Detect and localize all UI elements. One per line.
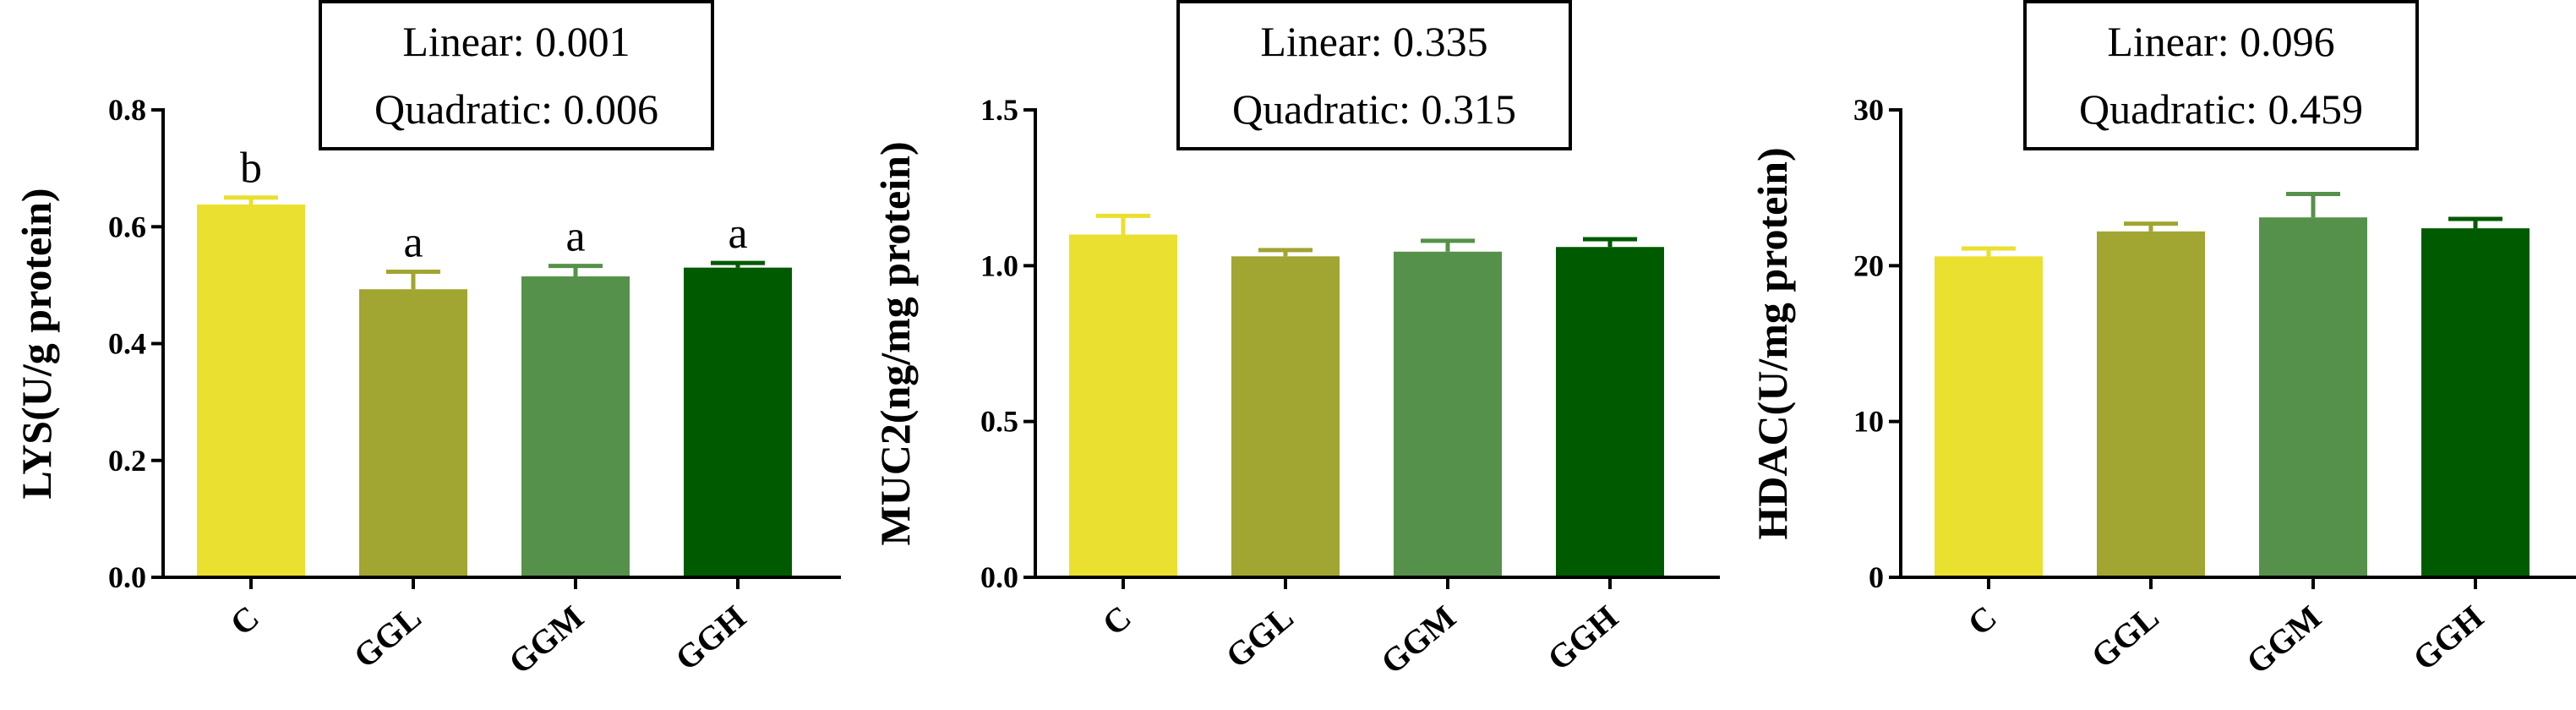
category-label: GGH [2405, 598, 2490, 677]
significance-letter: a [403, 218, 423, 266]
y-axis-label: HDAC(U/mg protein) [1749, 147, 1796, 539]
category-label: C [1095, 598, 1138, 642]
stats-box [319, 0, 714, 150]
y-tick-label: 0.5 [980, 405, 1018, 439]
category-label: C [1961, 598, 2004, 642]
y-tick-label: 20 [1853, 248, 1884, 282]
y-axis-label: LYS(U/g protein) [13, 188, 60, 499]
bar-c [1935, 256, 2043, 577]
y-tick-label: 0.0 [108, 560, 146, 594]
significance-letter: a [565, 213, 585, 261]
y-axis-label: MUC2(ng/mg protein) [871, 141, 919, 545]
chart-panel-3: C GGL GGM GGH 0 10 20 30 HDAC(U/mg protein) Linea… [1749, 0, 2576, 681]
bar-ggh [1556, 247, 1664, 577]
category-label: C [223, 598, 266, 642]
bar-ggm [1394, 251, 1502, 577]
bar-ggm [2259, 217, 2367, 577]
y-tick-label: 0 [1869, 560, 1884, 594]
category-label: GGM [2239, 598, 2328, 681]
linear-p-value: Linear: 0.096 [2107, 18, 2334, 65]
bar-c [1069, 234, 1177, 577]
quadratic-p-value: Quadratic: 0.006 [374, 85, 658, 133]
linear-p-value: Linear: 0.001 [402, 18, 630, 65]
y-tick-label: 1.0 [980, 248, 1018, 282]
category-label: GGM [1373, 598, 1463, 681]
y-tick-label: 0.6 [108, 210, 146, 243]
y-tick-label: 0.8 [108, 93, 146, 127]
y-tick-label: 0.4 [108, 327, 146, 361]
y-tick-label: 0.0 [980, 560, 1018, 594]
category-label: GGL [2084, 598, 2166, 675]
chart-panel-1: b Ca GGL a GGM a GGH 0.0 0.2 0.4 0.6 0.8 LYS(U/g pro… [13, 0, 841, 681]
bar-ggl [359, 289, 467, 577]
y-tick-label: 1.5 [980, 93, 1018, 127]
bar-ggl [2097, 231, 2205, 577]
bar-ggh [684, 267, 792, 577]
y-tick-label: 30 [1853, 93, 1884, 127]
quadratic-p-value: Quadratic: 0.459 [2079, 85, 2363, 133]
bar-ggl [1231, 256, 1340, 577]
bar-ggm [521, 276, 630, 577]
category-label: GGL [347, 598, 428, 675]
linear-p-value: Linear: 0.335 [1260, 18, 1487, 65]
stats-box [1176, 0, 1572, 150]
y-tick-label: 10 [1853, 405, 1884, 439]
quadratic-p-value: Quadratic: 0.315 [1232, 85, 1516, 133]
category-label: GGM [501, 598, 591, 681]
significance-letter: b [240, 145, 262, 193]
category-label: GGL [1219, 598, 1301, 675]
significance-letter: a [728, 210, 747, 258]
category-label: GGH [668, 598, 752, 677]
y-tick-label: 0.2 [108, 444, 146, 478]
stats-box [2023, 0, 2419, 150]
bar-c [197, 204, 305, 578]
category-label: GGH [1540, 598, 1624, 677]
bar-ggh [2421, 228, 2530, 577]
chart-panel-2: C GGL GGM GGH 0.0 0.5 1.0 1.5 MUC2(ng/mg protein… [871, 0, 1720, 681]
